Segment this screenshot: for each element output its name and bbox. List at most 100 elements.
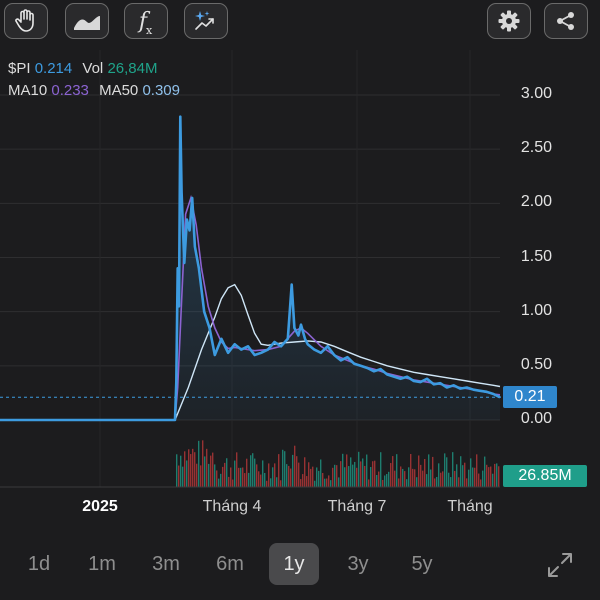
volume-bar <box>356 467 358 487</box>
share-button[interactable] <box>544 3 588 39</box>
volume-bar <box>216 470 218 487</box>
volume-bar <box>478 473 480 487</box>
y-tick-label: 3.00 <box>520 85 552 102</box>
volume-bar <box>270 478 272 487</box>
volume-bar <box>344 467 346 487</box>
volume-bar <box>292 454 294 487</box>
volume-bar <box>428 454 430 487</box>
volume-bar <box>384 475 386 487</box>
volume-bar <box>388 471 390 487</box>
y-tick-label: 1.50 <box>520 247 552 265</box>
volume-bar <box>184 451 186 487</box>
y-tick-label: 1.00 <box>520 301 552 319</box>
settings-button[interactable] <box>487 3 531 39</box>
volume-bar <box>274 463 276 487</box>
volume-bar <box>382 479 384 487</box>
volume-bar <box>194 452 196 487</box>
volume-bar <box>238 467 240 487</box>
volume-bar <box>396 454 398 487</box>
legend-price-row: $PI 0.214 Vol 26,84M <box>8 60 157 77</box>
x-tick-label: 2025 <box>82 498 118 515</box>
ma50-line <box>0 283 501 421</box>
period-1d[interactable]: 1d <box>27 553 51 575</box>
volume-bar <box>446 457 448 487</box>
ma10-label: MA10 <box>8 82 48 99</box>
period-1m[interactable]: 1m <box>88 553 116 575</box>
volume-bar <box>410 453 412 487</box>
period-1y[interactable]: 1y <box>269 543 319 585</box>
volume-bar <box>484 456 486 487</box>
volume-bar <box>424 459 426 487</box>
share-icon <box>557 12 574 30</box>
volume-bar <box>310 468 312 487</box>
volume-bar <box>470 458 472 487</box>
volume-bar <box>408 467 410 487</box>
volume-bar <box>250 455 252 487</box>
x-tick-label: Tháng 4 <box>202 498 262 515</box>
volume-bar <box>480 479 482 487</box>
volume-bar <box>452 452 454 487</box>
volume-bar <box>394 470 396 487</box>
volume-bar <box>362 458 364 487</box>
price-value: 0.214 <box>34 60 73 77</box>
volume-bar <box>374 460 376 487</box>
volume-bar <box>354 461 356 487</box>
gear-icon <box>498 10 520 32</box>
volume-bar <box>418 455 420 487</box>
volume-bar <box>326 478 328 487</box>
volume-bar <box>314 480 316 487</box>
volume-bar <box>230 467 232 487</box>
volume-bar <box>188 449 190 487</box>
period-5y[interactable]: 5y <box>411 553 433 575</box>
volume-bar <box>368 479 370 487</box>
volume-bar <box>312 466 314 487</box>
volume-bar <box>256 464 258 487</box>
volume-bar <box>392 456 394 487</box>
volume-bar <box>298 462 300 487</box>
volume-bar <box>318 470 320 487</box>
period-6m[interactable]: 6m <box>216 553 244 575</box>
volume-bar <box>496 463 498 487</box>
volume-bar <box>284 451 286 487</box>
volume-bar <box>400 466 402 487</box>
volume-value: 26,84M <box>107 60 158 77</box>
x-tick-label: Tháng 7 <box>327 498 387 515</box>
volume-bar <box>438 463 440 487</box>
volume-bar <box>296 456 298 487</box>
volume-bar <box>466 478 468 487</box>
volume-bar <box>176 454 178 487</box>
chart-style-button[interactable] <box>65 3 109 39</box>
volume-bar <box>492 473 494 487</box>
volume-bar <box>372 461 374 487</box>
hand-tool-button[interactable] <box>4 3 48 39</box>
volume-bar <box>290 468 292 487</box>
volume-bar <box>208 463 210 487</box>
volume-bar <box>376 474 378 487</box>
period-3m[interactable]: 3m <box>152 553 180 575</box>
volume-bar <box>414 469 416 487</box>
ma50-value: 0.309 <box>142 82 180 99</box>
expand-icon[interactable] <box>545 550 575 580</box>
volume-bar <box>416 477 418 487</box>
volume-bar <box>182 466 184 487</box>
volume-bar <box>444 453 446 487</box>
volume-bar <box>306 476 308 487</box>
current-volume-tag: 26.85M <box>503 465 587 487</box>
volume-bar <box>460 456 462 487</box>
volume-bar <box>328 475 330 487</box>
volume-bar <box>252 453 254 487</box>
volume-bar <box>432 456 434 487</box>
indicators-button[interactable]: fx <box>124 3 168 39</box>
volume-bar <box>302 474 304 487</box>
ai-analysis-button[interactable] <box>184 3 228 39</box>
volume-bar <box>440 472 442 487</box>
volume-bar <box>186 460 188 487</box>
volume-bar <box>320 459 322 487</box>
volume-bar <box>454 470 456 487</box>
volume-bar <box>370 466 372 487</box>
volume-label: Vol <box>82 60 104 77</box>
period-3y[interactable]: 3y <box>347 553 369 575</box>
volume-bar <box>246 458 248 487</box>
volume-bar <box>232 479 234 487</box>
